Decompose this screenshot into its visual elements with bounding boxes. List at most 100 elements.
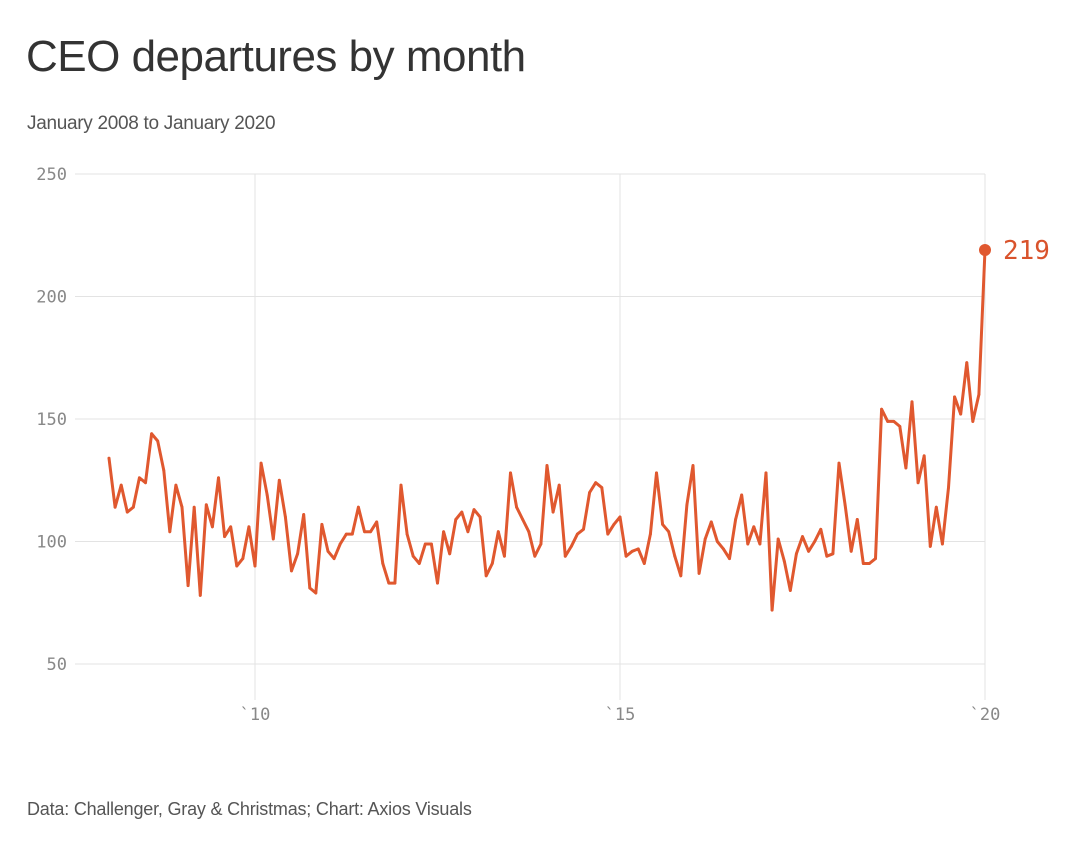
data-point — [290, 569, 293, 573]
data-point — [125, 510, 129, 514]
data-point — [600, 486, 604, 489]
x-tick-label: `15 — [605, 705, 636, 725]
series-line — [107, 248, 987, 612]
data-point — [825, 554, 829, 558]
data-point — [618, 515, 622, 519]
data-point — [545, 464, 549, 467]
data-point — [594, 481, 598, 485]
data-point — [430, 542, 433, 546]
data-point — [569, 545, 573, 548]
data-point — [320, 522, 324, 526]
data-point — [959, 412, 963, 416]
data-point — [965, 361, 969, 365]
data-point — [515, 505, 518, 509]
data-point — [685, 503, 689, 507]
data-point — [247, 525, 251, 529]
end-point-marker — [979, 243, 991, 256]
data-point — [728, 557, 731, 561]
data-point — [265, 493, 269, 497]
data-point — [922, 454, 926, 458]
data-point — [211, 525, 214, 529]
data-point — [156, 439, 160, 443]
data-point — [284, 515, 287, 519]
data-point — [758, 542, 762, 546]
data-point — [624, 554, 628, 558]
data-point — [204, 503, 208, 507]
data-point — [697, 571, 701, 575]
data-point — [314, 591, 318, 595]
data-point — [454, 518, 458, 521]
data-point — [673, 554, 677, 558]
data-point — [344, 532, 348, 536]
data-point — [436, 581, 439, 585]
end-value-label: 219 — [1003, 236, 1050, 266]
data-point — [752, 525, 756, 529]
data-point — [484, 574, 488, 578]
data-point — [722, 547, 725, 551]
data-point — [375, 520, 379, 524]
data-point — [466, 530, 470, 534]
data-point — [849, 549, 853, 553]
data-point — [296, 552, 299, 556]
data-point — [941, 542, 944, 546]
data-point — [332, 557, 336, 561]
data-point — [795, 552, 798, 556]
data-point — [764, 471, 768, 475]
data-point — [740, 493, 744, 497]
data-point — [807, 549, 810, 553]
data-point — [223, 535, 226, 538]
data-point — [788, 589, 792, 592]
data-point — [417, 562, 421, 565]
data-point — [442, 530, 445, 534]
data-point — [837, 461, 841, 465]
data-point — [612, 522, 616, 526]
data-point — [253, 564, 257, 568]
data-point — [411, 554, 415, 558]
data-point — [198, 594, 202, 597]
data-point — [527, 530, 531, 534]
data-point — [868, 562, 871, 565]
data-point — [192, 505, 196, 509]
data-point — [655, 471, 658, 475]
data-point — [363, 530, 366, 534]
data-point — [971, 420, 975, 423]
data-point — [350, 532, 354, 536]
data-point — [557, 483, 561, 487]
grid — [75, 173, 986, 700]
data-point — [503, 554, 506, 558]
data-point — [150, 432, 153, 436]
data-point — [910, 400, 914, 404]
data-point — [326, 549, 330, 553]
data-point — [831, 552, 835, 556]
data-point — [241, 557, 245, 561]
x-tick-label: `20 — [970, 705, 1001, 725]
data-point — [667, 530, 671, 534]
data-point — [855, 518, 859, 521]
data-point — [691, 464, 695, 467]
data-point — [217, 476, 220, 480]
data-point — [880, 407, 883, 411]
chart-subtitle: January 2008 to January 2020 — [27, 113, 276, 134]
data-point — [734, 518, 737, 521]
data-point — [886, 420, 890, 423]
data-point — [472, 508, 476, 512]
data-point — [551, 510, 555, 514]
y-tick-label: 150 — [36, 410, 67, 430]
data-point — [448, 552, 452, 556]
data-point — [916, 481, 920, 485]
data-point — [539, 542, 543, 546]
data-point — [770, 608, 774, 612]
data-point — [649, 532, 652, 536]
data-point — [642, 562, 646, 565]
y-tick-label: 250 — [36, 165, 67, 185]
data-point — [582, 527, 585, 531]
data-point — [131, 505, 135, 509]
data-point — [977, 393, 981, 396]
data-point — [229, 525, 233, 529]
y-tick-label: 100 — [36, 533, 67, 553]
data-point — [369, 530, 372, 534]
data-point — [813, 540, 817, 543]
data-point — [588, 491, 591, 494]
x-axis-ticks: `10 `15 `20 — [240, 705, 1001, 725]
data-point — [892, 420, 896, 423]
